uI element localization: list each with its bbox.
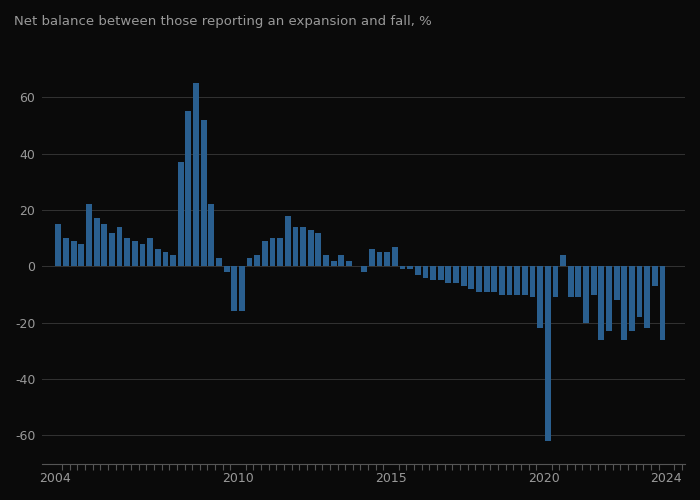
Bar (369, 250, 375, 266)
Bar (139, 244, 146, 266)
Bar (583, 266, 589, 322)
Bar (201, 120, 206, 266)
Bar (323, 255, 329, 266)
Bar (55, 224, 62, 266)
Bar (316, 232, 321, 266)
Bar (622, 266, 627, 340)
Bar (155, 250, 161, 266)
Bar (63, 238, 69, 266)
Bar (575, 266, 581, 298)
Bar (606, 266, 612, 331)
Bar (468, 266, 474, 289)
Bar (445, 266, 452, 283)
Text: Net balance between those reporting an expansion and fall, %: Net balance between those reporting an e… (14, 15, 432, 28)
Bar (102, 224, 107, 266)
Bar (109, 232, 115, 266)
Bar (94, 218, 99, 266)
Bar (170, 255, 176, 266)
Bar (644, 266, 650, 328)
Bar (132, 241, 138, 266)
Bar (277, 238, 283, 266)
Bar (162, 252, 168, 266)
Bar (178, 162, 183, 266)
Bar (430, 266, 436, 280)
Bar (415, 266, 421, 275)
Bar (514, 266, 520, 294)
Bar (239, 266, 245, 312)
Bar (338, 255, 344, 266)
Bar (499, 266, 505, 294)
Bar (438, 266, 444, 280)
Bar (377, 252, 382, 266)
Bar (629, 266, 635, 331)
Bar (484, 266, 489, 291)
Bar (209, 204, 214, 266)
Bar (568, 266, 573, 298)
Bar (71, 241, 76, 266)
Bar (186, 112, 191, 266)
Bar (637, 266, 643, 317)
Bar (545, 266, 551, 441)
Bar (246, 258, 253, 266)
Bar (659, 266, 666, 340)
Bar (147, 238, 153, 266)
Bar (232, 266, 237, 312)
Bar (530, 266, 536, 298)
Bar (537, 266, 543, 328)
Bar (522, 266, 528, 294)
Bar (552, 266, 559, 298)
Bar (346, 260, 352, 266)
Bar (560, 255, 566, 266)
Bar (614, 266, 620, 300)
Bar (308, 230, 314, 266)
Bar (392, 246, 398, 266)
Bar (270, 238, 275, 266)
Bar (491, 266, 497, 291)
Bar (78, 244, 84, 266)
Bar (591, 266, 596, 294)
Bar (262, 241, 268, 266)
Bar (293, 227, 298, 266)
Bar (453, 266, 459, 283)
Bar (224, 266, 230, 272)
Bar (300, 227, 306, 266)
Bar (216, 258, 222, 266)
Bar (361, 266, 368, 272)
Bar (285, 216, 290, 266)
Bar (598, 266, 604, 340)
Bar (331, 260, 337, 266)
Bar (407, 266, 413, 269)
Bar (476, 266, 482, 291)
Bar (400, 266, 405, 269)
Bar (652, 266, 658, 286)
Bar (384, 252, 390, 266)
Bar (423, 266, 428, 278)
Bar (125, 238, 130, 266)
Bar (86, 204, 92, 266)
Bar (254, 255, 260, 266)
Bar (193, 83, 199, 266)
Bar (507, 266, 512, 294)
Bar (461, 266, 467, 286)
Bar (117, 227, 122, 266)
